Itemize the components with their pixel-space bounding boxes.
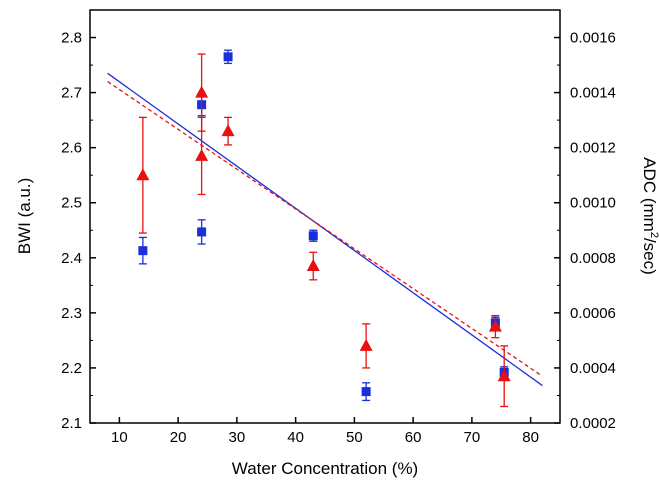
- data-point-triangle: [497, 369, 511, 382]
- data-point-triangle: [488, 319, 502, 332]
- x-tick-label: 80: [522, 429, 539, 446]
- fit-lines: [107, 72, 543, 387]
- right-y-tick-label: 0.0012: [570, 140, 616, 157]
- data-marks: [136, 49, 511, 408]
- right-y-tick-label: 0.0010: [570, 195, 616, 212]
- data-point-triangle: [221, 124, 235, 137]
- data-point-triangle: [359, 338, 373, 351]
- x-axis-ticks: 10 20 30 40 50 60 70 80: [111, 417, 539, 446]
- x-tick-label: 30: [229, 429, 246, 446]
- right-y-tick-label: 0.0014: [570, 85, 616, 102]
- right-y-axis-ticks: 0.0002 0.0004 0.0006 0.0008 0.0010 0.0012 0.00…: [554, 30, 616, 432]
- left-y-tick-label: 2.6: [61, 140, 82, 157]
- x-tick-label: 50: [346, 429, 363, 446]
- left-y-tick-label: 2.4: [61, 250, 82, 267]
- data-point-square: [308, 231, 318, 241]
- data-point-triangle: [306, 259, 320, 272]
- right-y-tick-label: 0.0016: [570, 30, 616, 47]
- right-y-axis-title-suffix: /sec): [640, 238, 659, 275]
- left-y-tick-label: 2.1: [61, 415, 82, 432]
- x-tick-label: 70: [464, 429, 481, 446]
- x-tick-label: 10: [111, 429, 128, 446]
- data-point-triangle: [195, 85, 209, 98]
- x-axis-title: Water Concentration (%): [232, 459, 418, 478]
- right-y-axis-title-prefix: ADC (mm: [640, 157, 659, 232]
- right-y-axis-title-superscript: 2: [648, 232, 659, 238]
- left-y-tick-label: 2.7: [61, 85, 82, 102]
- left-y-axis-ticks: 2.1 2.2 2.3 2.4 2.5 2.6 2.7 2.8: [61, 30, 96, 432]
- right-y-tick-label: 0.0006: [570, 305, 616, 322]
- fit-line-adc: [107, 81, 543, 377]
- data-point-square: [197, 227, 207, 237]
- data-point-triangle: [195, 148, 209, 161]
- right-y-axis-title: ADC (mm2/sec): [640, 157, 659, 275]
- left-y-axis-title: BWI (a.u.): [15, 178, 34, 255]
- left-y-tick-label: 2.8: [61, 30, 82, 47]
- data-point-square: [223, 52, 233, 62]
- data-point-square: [361, 387, 371, 397]
- left-y-tick-label: 2.5: [61, 195, 82, 212]
- left-y-tick-label: 2.3: [61, 305, 82, 322]
- plot-frame: [89, 9, 561, 424]
- data-point-triangle: [136, 168, 150, 181]
- x-tick-label: 60: [405, 429, 422, 446]
- right-y-tick-label: 0.0004: [570, 360, 616, 377]
- left-y-tick-label: 2.2: [61, 360, 82, 377]
- x-tick-label: 20: [170, 429, 187, 446]
- x-tick-label: 40: [287, 429, 304, 446]
- data-point-square: [138, 246, 148, 256]
- right-y-tick-label: 0.0002: [570, 415, 616, 432]
- right-y-tick-label: 0.0008: [570, 250, 616, 267]
